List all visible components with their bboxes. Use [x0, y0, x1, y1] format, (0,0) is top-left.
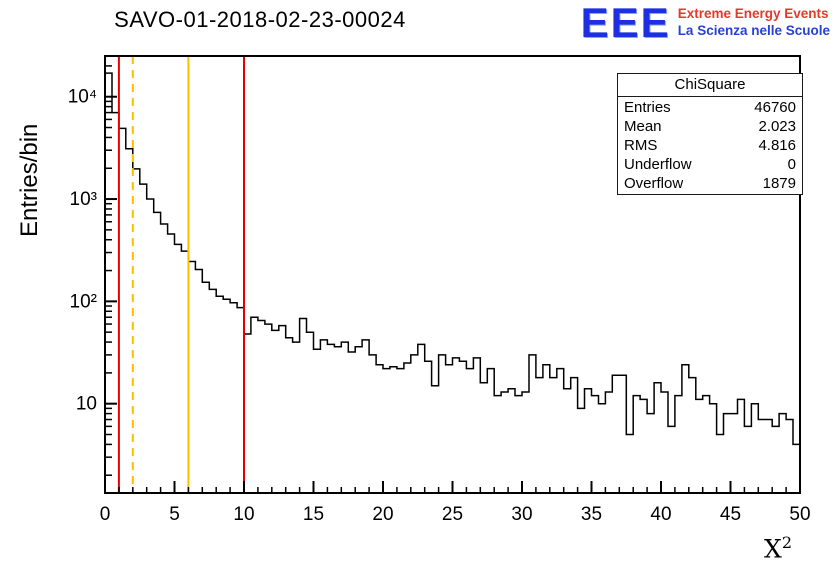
stats-row: Entries 46760: [618, 98, 802, 117]
x-tick-label: 40: [650, 504, 671, 525]
y-tick-label: 10²: [70, 291, 97, 312]
y-tick-label: 10³: [70, 189, 97, 210]
stats-row-value: 1879: [762, 175, 796, 192]
y-tick-label: 10: [76, 394, 97, 415]
eee-logo-text: EEE: [580, 0, 671, 46]
x-tick-label: 0: [100, 504, 111, 525]
stats-row: Underflow 0: [618, 155, 802, 174]
stats-row: Mean 2.023: [618, 117, 802, 136]
logo-subtitle-2: La Scienza nelle Scuole: [677, 22, 830, 38]
stats-row-value: 46760: [754, 99, 796, 116]
histogram-line: [104, 72, 801, 493]
stats-row-label: RMS: [624, 137, 658, 154]
stats-rows: Entries 46760 Mean 2.023 RMS 4.816 Underflow 0 O…: [618, 97, 802, 194]
x-axis-label: X2: [764, 533, 792, 563]
x-axis-label-base: X: [764, 534, 782, 564]
x-tick-label: 15: [303, 504, 324, 525]
eee-logo: EEE Extreme Energy Events La Scienza nel…: [580, 0, 830, 46]
stats-row-label: Overflow: [624, 175, 684, 192]
stats-row-value: 2.023: [758, 118, 796, 135]
stats-row-value: 0: [787, 156, 796, 173]
stats-row-value: 4.816: [758, 137, 796, 154]
x-tick-label: 5: [169, 504, 180, 525]
x-tick-label: 35: [581, 504, 602, 525]
stats-row: RMS 4.816: [618, 136, 802, 155]
eee-logo-subtitles: Extreme Energy Events La Scienza nelle S…: [678, 6, 830, 40]
stats-row-label: Mean: [624, 118, 662, 135]
x-tick-label: 10: [233, 504, 254, 525]
x-tick-label: 20: [372, 504, 393, 525]
x-tick-label: 45: [720, 504, 741, 525]
y-tick-label: 10⁴: [68, 87, 97, 108]
logo-subtitle-1: Extreme Energy Events: [677, 6, 829, 22]
stats-row-label: Underflow: [624, 156, 692, 173]
stats-row-label: Entries: [624, 99, 671, 116]
stats-row: Overflow 1879: [618, 174, 802, 193]
x-tick-label: 50: [789, 504, 810, 525]
stats-box: ChiSquare Entries 46760 Mean 2.023 RMS 4.816 U…: [617, 73, 803, 195]
x-tick-label: 30: [511, 504, 532, 525]
plot-title: SAVO-01-2018-02-23-00024: [114, 7, 406, 32]
x-tick-label: 25: [442, 504, 463, 525]
x-axis-label-sup: 2: [781, 533, 792, 552]
stats-title: ChiSquare: [618, 74, 802, 97]
